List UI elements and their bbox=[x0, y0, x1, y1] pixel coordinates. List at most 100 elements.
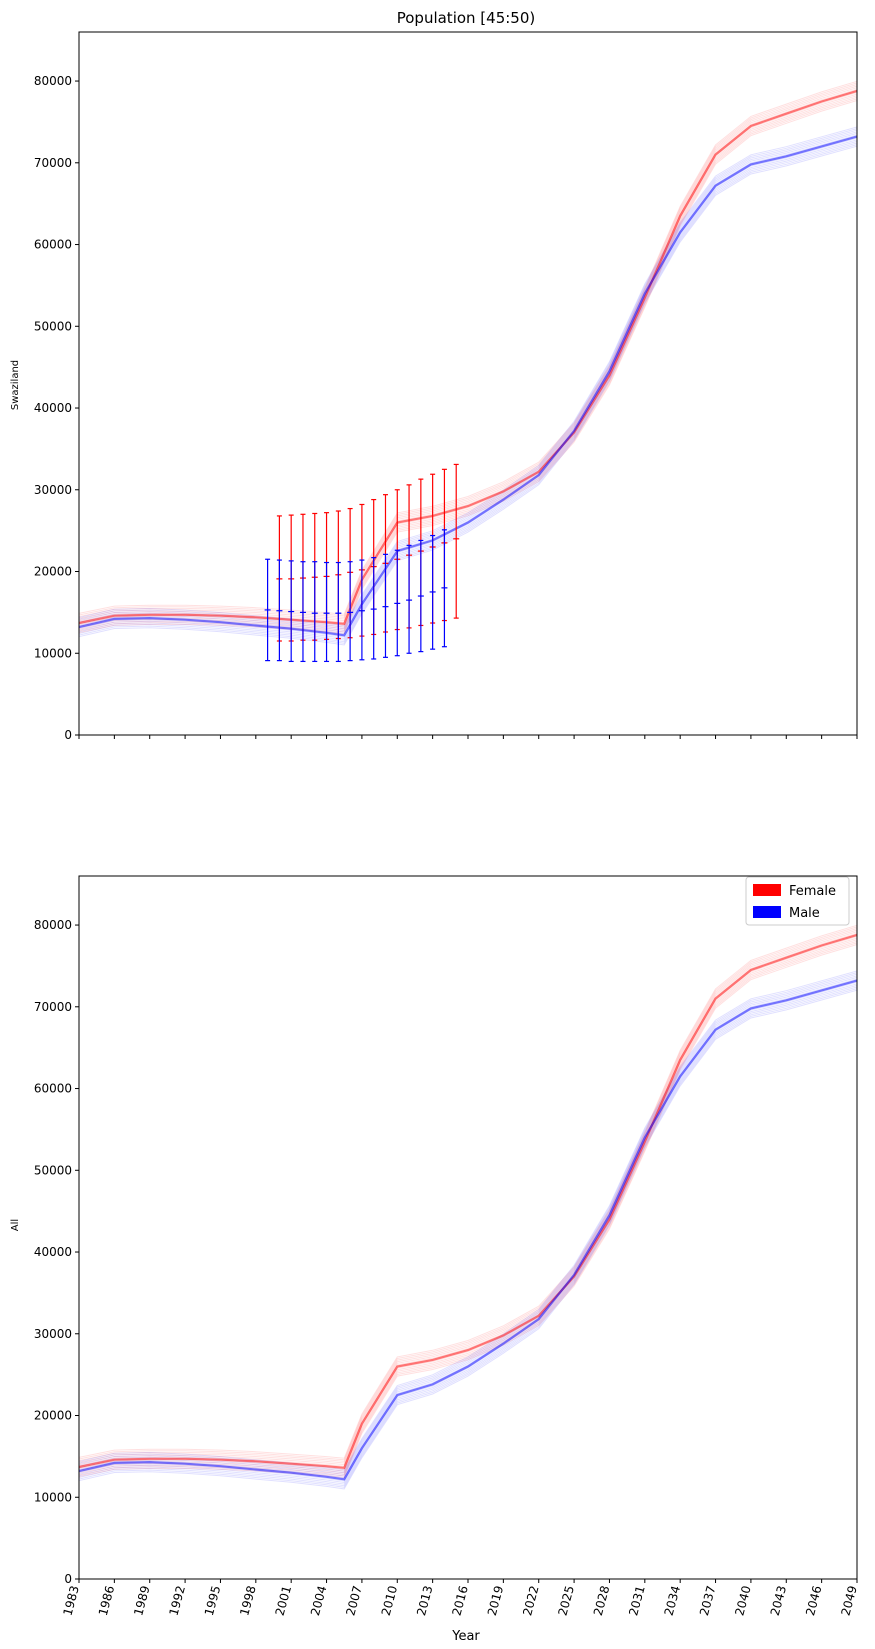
y-tick-label: 40000 bbox=[34, 1245, 72, 1259]
series-band-male bbox=[78, 134, 858, 635]
series-band-male bbox=[78, 983, 858, 1484]
series-band-male bbox=[78, 126, 858, 627]
bottom-panel: All Year 0 10000 20000 30000 40000 50000 60000… bbox=[10, 875, 860, 1644]
y-tick-label: 60000 bbox=[34, 238, 72, 252]
x-tick-label: 2004 bbox=[308, 1584, 329, 1617]
series-band-male bbox=[78, 972, 858, 1472]
y-tick-label: 40000 bbox=[34, 401, 72, 415]
x-tick-label: 2019 bbox=[485, 1584, 506, 1617]
series-band-female bbox=[78, 82, 858, 617]
x-tick-label: 2043 bbox=[768, 1584, 789, 1617]
y-axis-label-bottom: All bbox=[10, 1219, 21, 1231]
x-tick-label: 2049 bbox=[838, 1584, 859, 1617]
y-tick-label: 50000 bbox=[34, 1163, 72, 1177]
y-tick-label: 0 bbox=[64, 1572, 72, 1586]
y-tick-label: 60000 bbox=[34, 1082, 72, 1096]
x-axis-label: Year bbox=[451, 1629, 480, 1644]
series-band-male bbox=[78, 989, 858, 1490]
series-band-female bbox=[78, 928, 858, 1462]
x-tick-label: 2034 bbox=[662, 1584, 683, 1617]
series-band-female bbox=[78, 942, 858, 1477]
y-tick-label: 70000 bbox=[34, 156, 72, 170]
series-band-male bbox=[78, 132, 858, 633]
legend-label-male: Male bbox=[789, 906, 820, 921]
x-tick-label: 2001 bbox=[273, 1584, 294, 1617]
series-band-female bbox=[78, 932, 858, 1467]
chart-title: Population [45:50) bbox=[397, 9, 536, 27]
top-error-bars bbox=[264, 463, 460, 663]
series-band-male bbox=[78, 142, 858, 643]
x-tick-label: 2028 bbox=[591, 1584, 612, 1617]
legend-swatch-male bbox=[753, 906, 781, 918]
y-tick-label: 50000 bbox=[34, 319, 72, 333]
series-band-male bbox=[78, 137, 858, 638]
series-band-female bbox=[78, 944, 858, 1478]
x-tick-label: 2037 bbox=[697, 1584, 718, 1617]
series-band-male bbox=[78, 139, 858, 640]
x-tick-label: 1986 bbox=[96, 1584, 117, 1617]
series-band-male bbox=[78, 970, 858, 1471]
series-band-male bbox=[78, 978, 858, 1479]
series-line-female bbox=[78, 89, 858, 625]
bottom-series-lines bbox=[78, 933, 858, 1481]
x-tick-label: 2046 bbox=[803, 1584, 824, 1617]
series-band-female bbox=[78, 95, 858, 630]
x-tick-label: 2016 bbox=[449, 1584, 470, 1617]
x-tick-label: 2025 bbox=[556, 1584, 577, 1617]
series-band-female bbox=[78, 85, 858, 620]
series-band-male bbox=[78, 984, 858, 1485]
y-tick-label: 10000 bbox=[34, 1490, 72, 1504]
series-band-female bbox=[78, 80, 858, 615]
series-band-female bbox=[78, 100, 858, 634]
y-tick-label: 0 bbox=[64, 728, 72, 742]
series-band-female bbox=[78, 87, 858, 622]
series-band-female bbox=[78, 937, 858, 1472]
x-tick-label: 2013 bbox=[414, 1584, 435, 1617]
series-band-female bbox=[78, 939, 858, 1474]
x-tick-label: 2040 bbox=[732, 1584, 753, 1617]
series-band-male bbox=[78, 988, 858, 1488]
series-band-male bbox=[78, 129, 858, 630]
y-tick-label: 10000 bbox=[34, 646, 72, 660]
series-band-male bbox=[78, 131, 858, 632]
series-band-male bbox=[78, 981, 858, 1482]
y-tick-label: 20000 bbox=[34, 1409, 72, 1423]
y-tick-label: 20000 bbox=[34, 565, 72, 579]
series-band-female bbox=[78, 88, 858, 623]
series-band-female bbox=[78, 98, 858, 633]
x-tick-label: 2022 bbox=[520, 1584, 541, 1617]
series-band-female bbox=[78, 84, 858, 618]
y-axis-label-top: Swaziland bbox=[10, 360, 21, 410]
y-tick-label: 80000 bbox=[34, 918, 72, 932]
series-line-male bbox=[78, 135, 858, 637]
series-band-female bbox=[78, 926, 858, 1461]
series-band-male bbox=[78, 973, 858, 1474]
series-band-female bbox=[78, 924, 858, 1459]
top-series-lines bbox=[78, 89, 858, 637]
bottom-series-bands bbox=[78, 924, 858, 1490]
y-tick-label: 30000 bbox=[34, 483, 72, 497]
series-band-male bbox=[78, 976, 858, 1477]
series-band-female bbox=[78, 931, 858, 1466]
legend-swatch-female bbox=[753, 884, 781, 896]
series-band-male bbox=[78, 145, 858, 646]
x-tick-label: 2007 bbox=[343, 1584, 364, 1617]
series-line-female bbox=[78, 933, 858, 1469]
top-series-bands bbox=[78, 80, 858, 646]
y-tick-label: 80000 bbox=[34, 74, 72, 88]
series-band-male bbox=[78, 986, 858, 1487]
x-tick-label: 1995 bbox=[202, 1584, 223, 1617]
series-band-female bbox=[78, 92, 858, 626]
top-axes: 0 10000 20000 30000 40000 50000 60000 70000 8000… bbox=[34, 31, 858, 742]
series-band-female bbox=[78, 93, 858, 628]
series-band-female bbox=[78, 936, 858, 1470]
x-tick-label: 1992 bbox=[167, 1584, 188, 1617]
series-line-male bbox=[78, 979, 858, 1481]
series-band-male bbox=[78, 140, 858, 641]
series-band-female bbox=[78, 929, 858, 1464]
y-tick-label: 30000 bbox=[34, 1327, 72, 1341]
y-tick-label: 70000 bbox=[34, 1000, 72, 1014]
series-band-male bbox=[78, 144, 858, 644]
top-panel: Population [45:50) Swaziland 0 10000 20000… bbox=[10, 9, 858, 742]
